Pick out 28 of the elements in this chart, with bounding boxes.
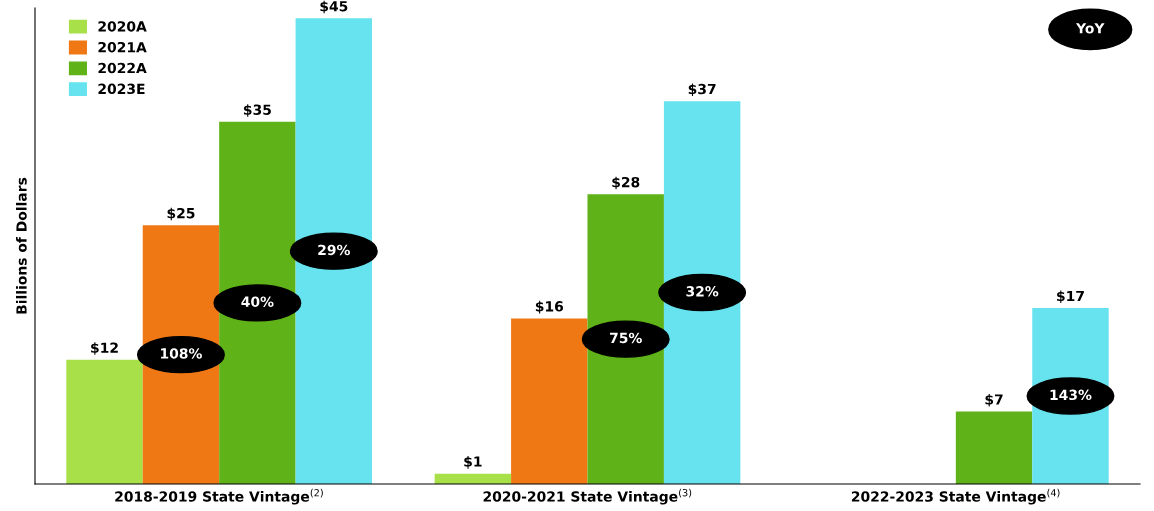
annotation: 29%	[318, 244, 350, 256]
annotation: 40%	[241, 296, 274, 307]
annotation: 32%	[686, 286, 719, 297]
data-label: $16	[535, 300, 564, 314]
data-label: $45	[320, 0, 348, 14]
data-label: $35	[243, 104, 271, 117]
annotation: 108%	[161, 348, 202, 359]
data-label: $12	[91, 342, 118, 355]
x-tick-label: 2020-2021 State Vintage$^{(3)}$	[483, 488, 692, 505]
bar	[511, 318, 588, 484]
data-label: $37	[688, 83, 716, 97]
data-label: $28	[612, 176, 640, 190]
bar	[955, 411, 1033, 484]
data-label: $17	[1057, 290, 1084, 304]
data-label: $25	[167, 207, 195, 221]
legend-label: 2020A	[98, 21, 147, 32]
legend-label: 2021A	[98, 41, 147, 53]
x-tick-label: 2022-2023 State Vintage$^{(4)}$	[851, 488, 1060, 505]
legend-label: 2022A	[98, 62, 147, 74]
bar	[66, 359, 143, 484]
annotation: 75%	[610, 332, 642, 344]
legend-label: 2023E	[98, 83, 145, 95]
annotation: 143%	[1050, 389, 1092, 401]
data-label: $7	[985, 393, 1003, 407]
x-tick-label: 2018-2019 State Vintage$^{(2)}$	[115, 488, 323, 505]
data-label: $1	[464, 456, 482, 469]
y-axis-title: Billions of Dollars	[16, 177, 27, 314]
annotation: YoY	[1075, 23, 1105, 34]
